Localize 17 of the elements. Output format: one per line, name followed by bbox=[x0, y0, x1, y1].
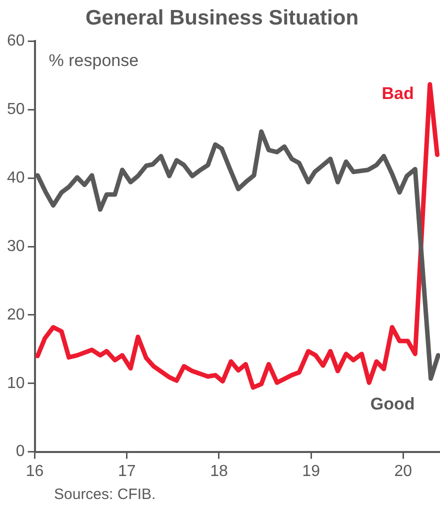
x-tick-label: 16 bbox=[26, 462, 44, 480]
x-tick-label: 18 bbox=[210, 462, 228, 480]
y-tick-label: 50 bbox=[7, 101, 25, 118]
x-tick-label: 19 bbox=[302, 462, 320, 480]
y-tick-label: 60 bbox=[7, 32, 25, 50]
y-tick-label: 40 bbox=[7, 169, 25, 186]
y-tick-label: 20 bbox=[7, 306, 25, 324]
x-tick-label: 17 bbox=[118, 462, 136, 480]
series-label: Good bbox=[370, 394, 415, 414]
y-tick-label: 30 bbox=[7, 238, 25, 255]
series-label: Bad bbox=[382, 84, 414, 103]
source-note: Sources: CFIB. bbox=[54, 486, 156, 503]
y-tick-label: 0 bbox=[16, 443, 25, 460]
y-tick-label: 10 bbox=[7, 374, 25, 392]
x-tick-label: 20 bbox=[394, 462, 412, 480]
chart-title: General Business Situation bbox=[85, 6, 359, 30]
y-axis-title: % response bbox=[48, 50, 139, 70]
